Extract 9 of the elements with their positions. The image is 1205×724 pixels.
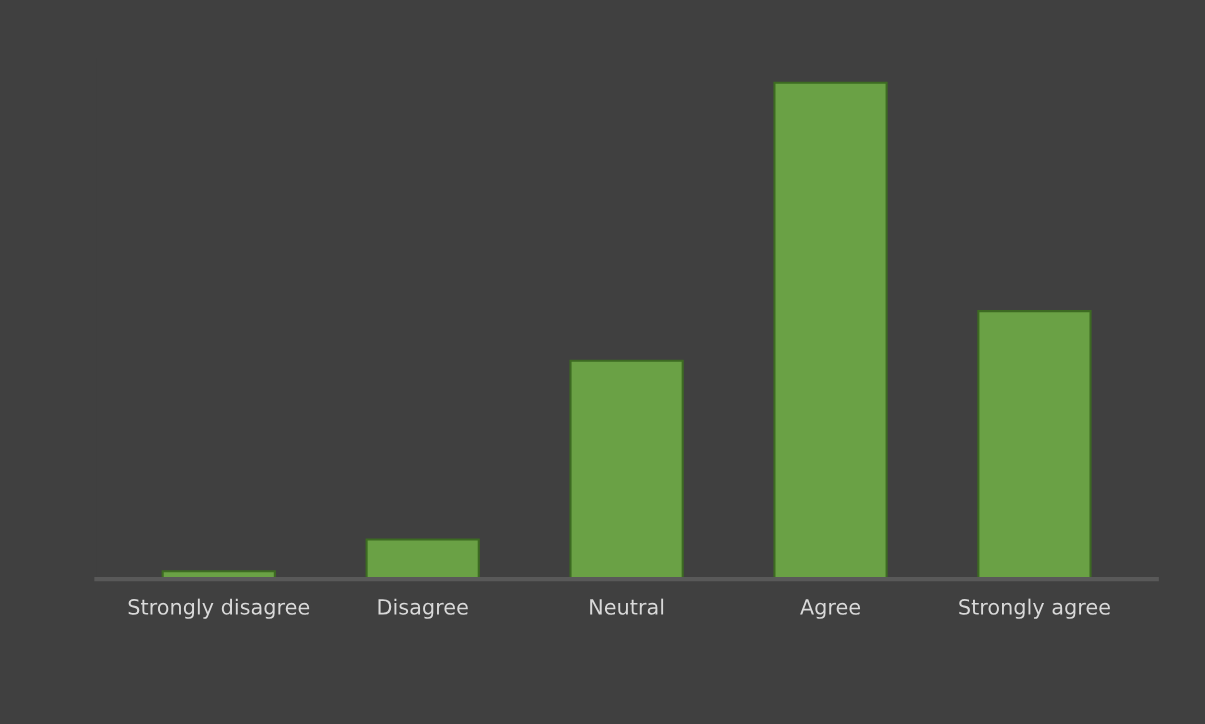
bar [773, 81, 888, 580]
bar [977, 310, 1092, 580]
x-tick-label: Strongly disagree [128, 598, 310, 619]
x-tick-label: Disagree [378, 598, 468, 619]
bar [365, 538, 480, 580]
bar [569, 359, 684, 580]
x-tick-label: Neutral [590, 598, 664, 615]
x-tick-label: Strongly agree [959, 598, 1110, 619]
x-tick-label: Agree [800, 599, 861, 619]
